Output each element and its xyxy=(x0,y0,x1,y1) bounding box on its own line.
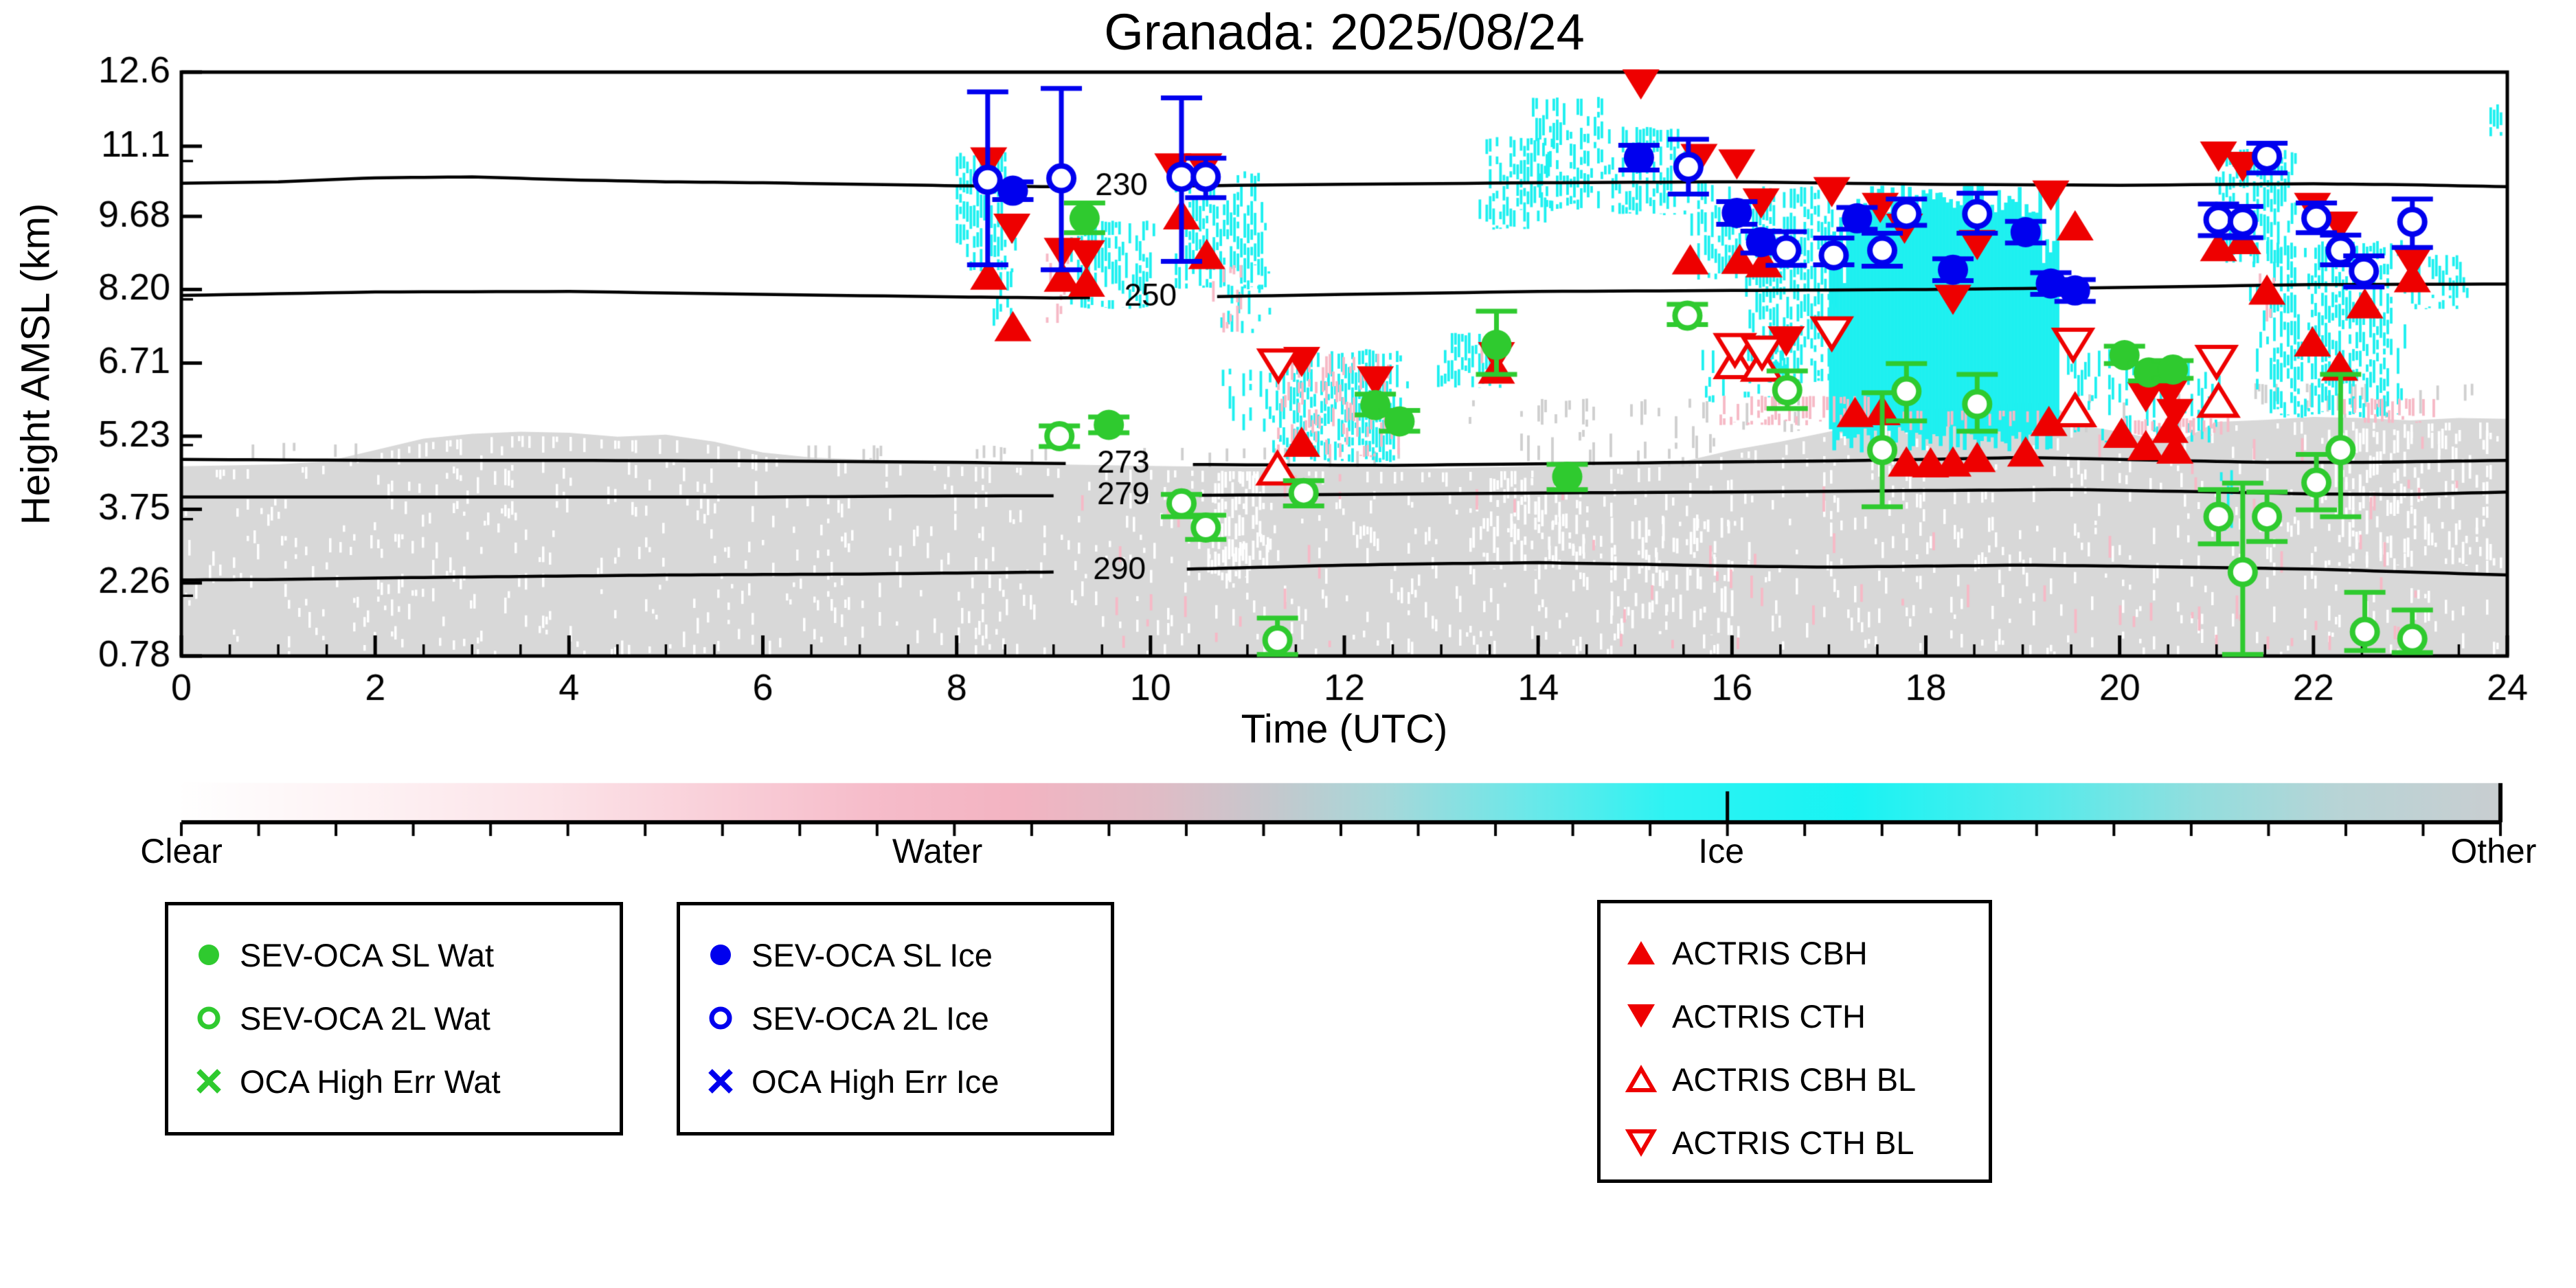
colorbar-label-water: Water xyxy=(892,832,983,870)
legend-item: ACTRIS CTH xyxy=(1624,984,1989,1048)
legend-water-retrievals: SEV-OCA SL Wat SEV-OCA 2L Wat OCA High E… xyxy=(165,902,623,1136)
colorbar-label-other: Other xyxy=(2450,832,2537,870)
filled-triangle-down-icon xyxy=(1627,1004,1655,1028)
legend-item: SEV-OCA SL Wat xyxy=(192,923,620,986)
legend-item: SEV-OCA 2L Ice xyxy=(703,986,1111,1050)
colorbar-label-ice: Ice xyxy=(1698,832,1745,870)
legend-item-label: SEV-OCA SL Ice xyxy=(752,936,993,973)
filled-circle-icon xyxy=(710,945,731,965)
x-marker-icon xyxy=(196,1069,221,1094)
legend-item: ACTRIS CBH BL xyxy=(1624,1048,1989,1111)
legend-item: SEV-OCA 2L Wat xyxy=(192,986,620,1050)
y-axis-label: Height AMSL (km) xyxy=(13,203,58,526)
filled-triangle-up-icon xyxy=(1627,941,1655,964)
filled-circle-icon xyxy=(199,945,219,965)
legend-item: SEV-OCA SL Ice xyxy=(703,923,1111,986)
legend-item-label: SEV-OCA 2L Wat xyxy=(240,999,490,1037)
legend-item: OCA High Err Ice xyxy=(703,1050,1111,1113)
legend-item-label: SEV-OCA SL Wat xyxy=(240,936,495,973)
legend-item-label: OCA High Err Ice xyxy=(752,1063,999,1100)
legend-item: ACTRIS CBH xyxy=(1624,921,1989,984)
legend-item-label: OCA High Err Wat xyxy=(240,1063,501,1100)
x-axis-label: Time (UTC) xyxy=(1241,707,1448,752)
open-circle-icon xyxy=(197,1006,221,1030)
x-marker-icon xyxy=(708,1069,733,1094)
legend-item: OCA High Err Wat xyxy=(192,1050,620,1113)
legend-item: ACTRIS CTH BL xyxy=(1624,1111,1989,1174)
legend-item-label: ACTRIS CBH xyxy=(1672,934,1868,971)
legend-item-label: ACTRIS CBH BL xyxy=(1672,1061,1917,1098)
colorbar-label-clear: Clear xyxy=(140,832,223,870)
legend-item-label: SEV-OCA 2L Ice xyxy=(752,999,989,1037)
legend-ice-retrievals: SEV-OCA SL Ice SEV-OCA 2L Ice OCA High E… xyxy=(677,902,1114,1136)
page-title: Granada: 2025/08/24 xyxy=(1104,3,1585,60)
legend-item-label: ACTRIS CTH BL xyxy=(1672,1124,1914,1161)
open-triangle-down-icon xyxy=(1625,1129,1658,1157)
legend-item-label: ACTRIS CTH xyxy=(1672,997,1866,1035)
legend-actris: ACTRIS CBH ACTRIS CTH ACTRIS CBH BL ACTR… xyxy=(1597,900,1992,1183)
open-circle-icon xyxy=(709,1006,732,1030)
open-triangle-up-icon xyxy=(1625,1065,1658,1092)
